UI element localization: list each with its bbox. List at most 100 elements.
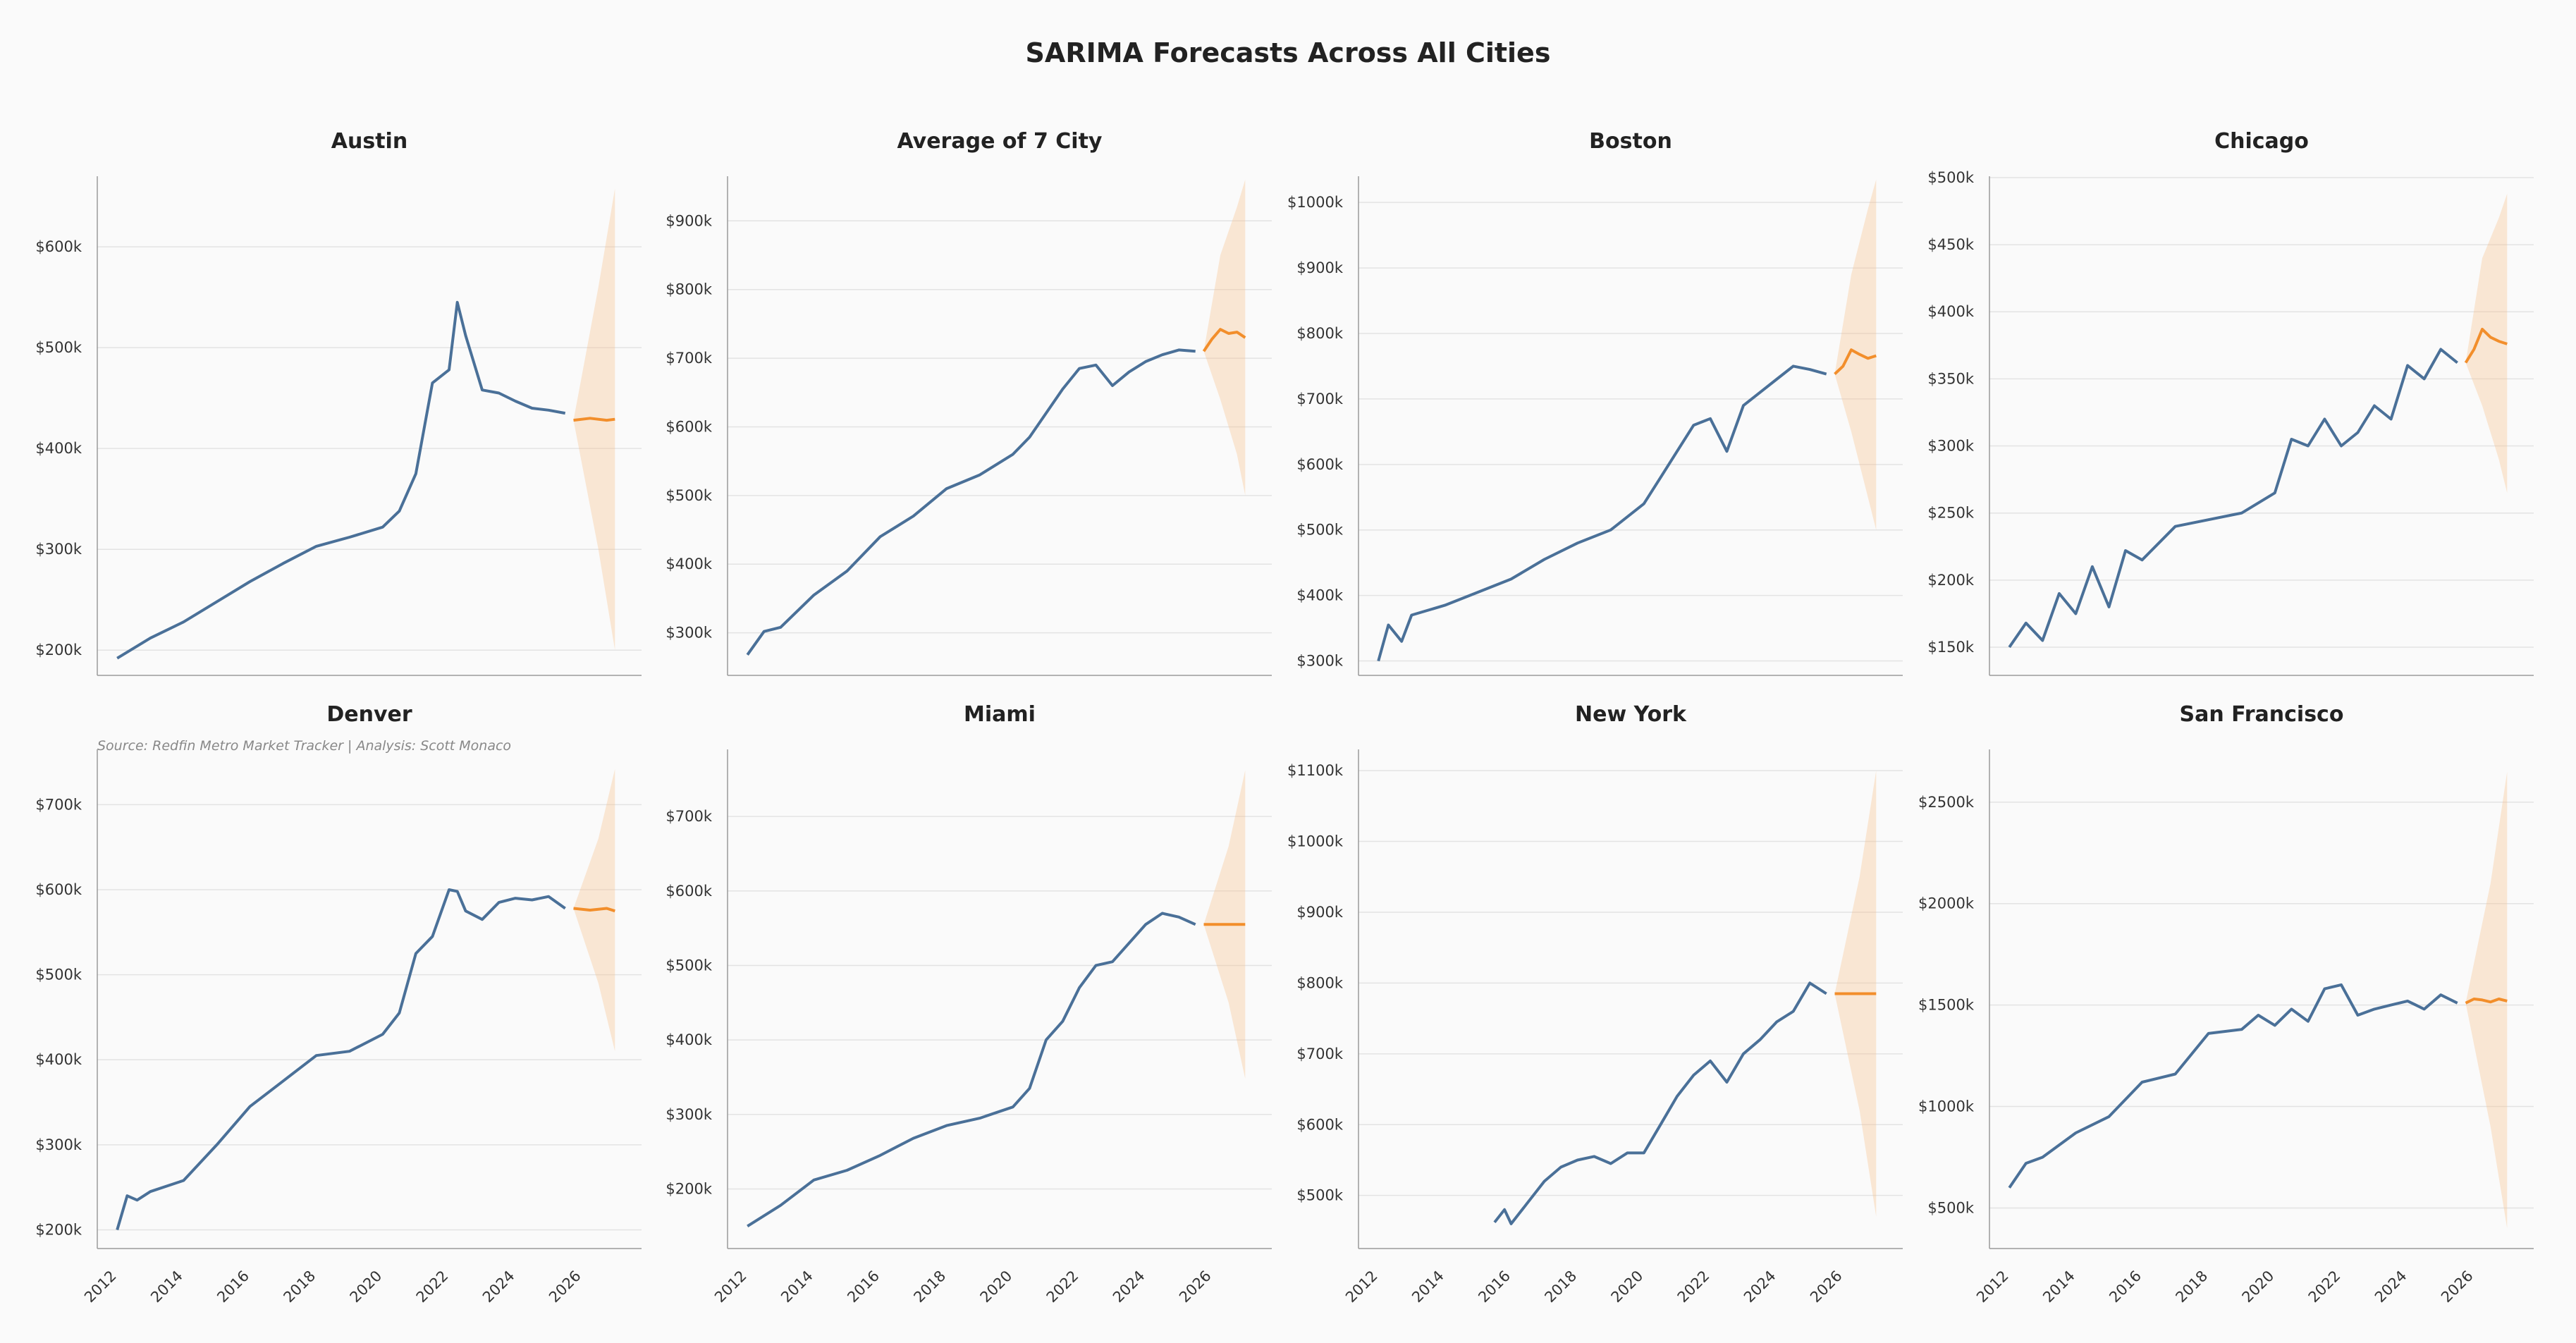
x-tick-label: 2012 — [711, 1268, 750, 1306]
x-tick-label: 2016 — [214, 1268, 252, 1306]
y-tick-label: $400k — [35, 440, 82, 457]
y-tick-label: $2500k — [1918, 794, 1975, 811]
y-tick-label: $300k — [35, 541, 82, 558]
x-tick-label: 2022 — [1674, 1268, 1713, 1306]
y-tick-label: $600k — [1296, 456, 1343, 473]
confidence-band — [2465, 193, 2508, 493]
y-tick-label: $500k — [35, 967, 82, 983]
x-tick-label: 2020 — [977, 1268, 1016, 1306]
y-tick-label: $500k — [1296, 522, 1343, 539]
y-tick-label: $500k — [1296, 1187, 1343, 1204]
y-tick-label: $1100k — [1287, 762, 1344, 779]
y-tick-label: $400k — [1927, 303, 1974, 320]
x-tick-label: 2022 — [413, 1268, 452, 1306]
y-tick-label: $500k — [666, 957, 712, 974]
y-tick-label: $1000k — [1918, 1098, 1975, 1115]
x-tick-label: 2026 — [2438, 1268, 2477, 1306]
y-tick-label: $900k — [1296, 904, 1343, 921]
y-tick-label: $700k — [1296, 1045, 1343, 1062]
x-tick-label: 2020 — [1608, 1268, 1647, 1306]
x-tick-label: 2018 — [280, 1268, 319, 1306]
history-line — [746, 348, 1196, 656]
history-line — [2008, 348, 2458, 649]
panel-title: Austin — [331, 129, 407, 154]
x-tick-label: 2016 — [1475, 1268, 1514, 1306]
y-tick-label: $300k — [1296, 653, 1343, 670]
forecast-line — [2465, 998, 2508, 1005]
y-tick-label: $1500k — [1918, 997, 1975, 1014]
y-tick-label: $300k — [1927, 438, 1974, 455]
x-tick-label: 2016 — [2106, 1268, 2145, 1306]
y-tick-label: $250k — [1927, 505, 1974, 522]
confidence-band — [1834, 179, 1877, 530]
y-tick-label: $400k — [666, 556, 712, 572]
y-tick-label: $200k — [35, 1221, 82, 1238]
forecast-line — [1834, 348, 1877, 376]
y-tick-label: $400k — [1296, 587, 1343, 604]
panel-denver: Denver $200k $300k $400k $500k $600k $700k 2012… — [35, 702, 642, 1306]
y-tick-label: $600k — [666, 418, 712, 435]
x-tick-label: 2018 — [2172, 1268, 2211, 1306]
y-tick-label: $600k — [35, 238, 82, 255]
history-line — [2008, 983, 2458, 1189]
y-tick-label: $500k — [666, 487, 712, 504]
panel-san-francisco: San Francisco $500k $1000k $1500k $2000k $250… — [1918, 702, 2534, 1306]
x-tick-label: 2022 — [2305, 1268, 2344, 1306]
y-tick-label: $350k — [1927, 370, 1974, 387]
panel-title: Miami — [964, 702, 1036, 727]
panel-average-of-7-city: Average of 7 City $300k $400k $500k $600k $70… — [666, 129, 1272, 676]
y-tick-label: $600k — [1296, 1116, 1343, 1133]
y-tick-label: $800k — [666, 281, 712, 298]
y-tick-label: $900k — [666, 212, 712, 229]
y-tick-label: $200k — [1927, 572, 1974, 589]
x-tick-label: 2014 — [147, 1268, 186, 1306]
panel-title: Chicago — [2214, 129, 2309, 154]
x-tick-label: 2024 — [1110, 1268, 1148, 1306]
y-tick-label: $300k — [35, 1136, 82, 1153]
history-line — [1377, 364, 1827, 662]
y-tick-label: $700k — [1296, 391, 1343, 407]
y-tick-label: $400k — [35, 1051, 82, 1068]
y-tick-label: $500k — [1927, 1199, 1974, 1216]
forecast-line — [573, 907, 615, 913]
history-line — [116, 888, 566, 1231]
history-line — [1493, 981, 1827, 1225]
y-tick-label: $150k — [1927, 639, 1974, 656]
panel-title: Boston — [1589, 129, 1672, 154]
history-line — [747, 912, 1196, 1227]
y-tick-label: $450k — [1927, 236, 1974, 253]
x-tick-label: 2026 — [546, 1268, 584, 1306]
y-tick-label: $1000k — [1287, 833, 1344, 850]
y-tick-label: $300k — [666, 1106, 712, 1123]
x-tick-label: 2026 — [1176, 1268, 1215, 1306]
x-tick-label: 2014 — [2040, 1268, 2078, 1306]
x-tick-label: 2020 — [2239, 1268, 2278, 1306]
x-tick-label: 2014 — [778, 1268, 816, 1306]
x-tick-label: 2014 — [1409, 1268, 1447, 1306]
y-tick-label: $1000k — [1287, 194, 1344, 211]
y-tick-label: $700k — [35, 796, 82, 813]
y-tick-label: $700k — [666, 808, 712, 825]
source-note: Source: Redfin Metro Market Tracker | An… — [97, 738, 511, 754]
forecast-line — [2464, 328, 2508, 364]
x-tick-label: 2024 — [2372, 1268, 2410, 1306]
y-tick-label: $300k — [666, 625, 712, 642]
forecast-line — [573, 417, 615, 422]
y-tick-label: $200k — [666, 1180, 712, 1197]
y-tick-label: $600k — [666, 883, 712, 900]
panel-new-york: New York $500k $600k $700k $800k $900k $1000k $… — [1287, 702, 1903, 1306]
y-tick-label: $500k — [1927, 169, 1974, 186]
confidence-band — [1203, 179, 1246, 496]
y-tick-label: $800k — [1296, 974, 1343, 991]
figure-title: SARIMA Forecasts Across All Cities — [1026, 37, 1551, 68]
x-tick-label: 2012 — [1342, 1268, 1381, 1306]
x-tick-label: 2012 — [1973, 1268, 2012, 1306]
x-tick-label: 2016 — [844, 1268, 883, 1306]
y-tick-label: $800k — [1296, 325, 1343, 342]
x-tick-label: 2020 — [347, 1268, 386, 1306]
panel-austin: Austin $200k $300k $400k $500k $600k — [35, 129, 642, 676]
y-tick-label: $400k — [666, 1031, 712, 1048]
x-tick-label: 2018 — [910, 1268, 949, 1306]
